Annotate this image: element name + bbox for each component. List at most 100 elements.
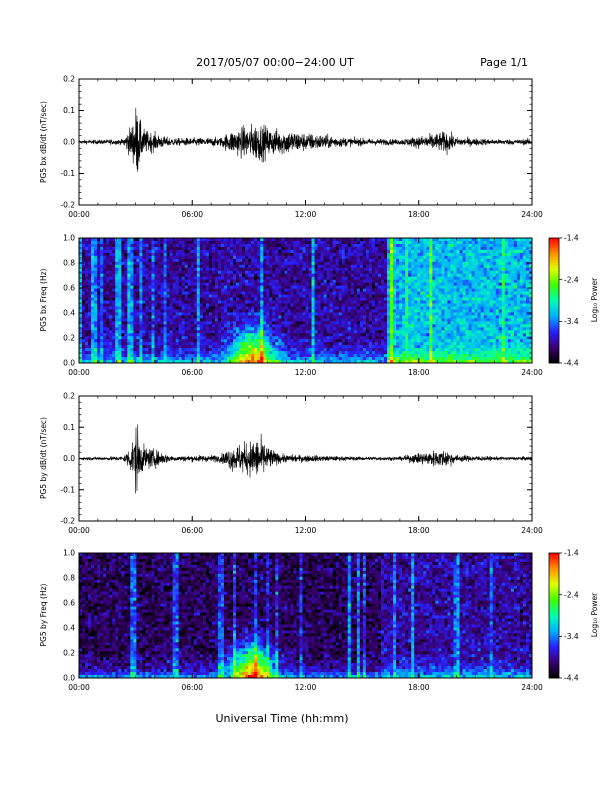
spectrogram-cell	[393, 252, 397, 257]
spectrogram-cell	[103, 300, 107, 304]
spectrogram-cell	[85, 303, 89, 307]
spectrogram-cell	[402, 249, 406, 254]
spectrogram-cell	[281, 342, 285, 346]
spectrogram-cell	[193, 249, 198, 254]
spectrogram-cell	[242, 327, 246, 331]
spectrogram-cell	[356, 273, 361, 278]
spectrogram-cell	[399, 252, 403, 257]
spectrogram-cell	[317, 360, 321, 364]
spectrogram-cell	[187, 309, 192, 313]
spectrogram-cell	[390, 324, 394, 328]
spectrogram-cell	[82, 288, 86, 292]
spectrogram-cell	[103, 270, 107, 275]
spectrogram-cell	[302, 297, 306, 301]
spectrogram-cell	[112, 300, 116, 304]
spectrogram-cell	[184, 264, 189, 269]
spectrogram-cell	[184, 348, 189, 352]
spectrogram-cell	[112, 312, 116, 316]
spectrogram-cell	[97, 312, 101, 316]
spectrogram-cell	[79, 345, 83, 349]
spectrogram-cell	[79, 324, 83, 328]
spectrogram-cell	[350, 249, 355, 254]
spectrogram-cell	[329, 285, 334, 289]
spectrogram-cell	[350, 240, 355, 245]
spectrogram-cell	[329, 303, 334, 307]
spectrogram-cell	[338, 261, 343, 266]
spectrogram-cell	[257, 351, 261, 355]
spectrogram-cell	[97, 261, 101, 266]
spectrogram-cell	[112, 309, 116, 313]
spectrogram-cell	[402, 261, 406, 266]
spectrogram-cell	[85, 336, 89, 340]
spectrogram-cell	[106, 267, 110, 272]
spectrogram-cell	[332, 270, 337, 275]
spectrogram-cell	[242, 282, 246, 287]
spectrogram-cell	[118, 252, 122, 257]
spectrogram-cell	[377, 327, 382, 331]
spectrogram-cell	[236, 303, 240, 307]
spectrogram-cell	[423, 267, 427, 272]
spectrogram-cell	[160, 238, 164, 242]
spectrogram-cell	[127, 318, 131, 322]
spectrogram-cell	[269, 336, 273, 340]
spectrogram-cell	[223, 264, 228, 269]
spectrogram-cell	[208, 273, 213, 278]
spectrogram-cell	[205, 357, 210, 361]
spectrogram-cell	[359, 291, 364, 295]
spectrogram-cell	[275, 267, 279, 272]
spectrogram-cell	[341, 351, 346, 355]
spectrogram-cell	[326, 285, 331, 289]
spectrogram-cell	[420, 303, 424, 307]
spectrogram-cell	[178, 285, 183, 289]
spectrogram-cell	[257, 240, 261, 245]
spectrogram-cell	[377, 330, 382, 334]
spectrogram-cell	[374, 243, 379, 248]
spectrogram-cell	[299, 360, 303, 364]
spectrogram-cell	[103, 345, 107, 349]
spectrogram-cell	[374, 330, 379, 334]
spectrogram-cell	[166, 264, 170, 269]
spectrogram-cell	[420, 330, 424, 334]
spectrogram-cell	[390, 252, 394, 257]
spectrogram-cell	[169, 342, 174, 346]
spectrogram-cell	[329, 306, 334, 310]
spectrogram-cell	[405, 240, 409, 245]
spectrogram-cell	[326, 249, 331, 254]
spectrogram-cell	[220, 261, 225, 266]
spectrogram-cell	[368, 258, 373, 263]
spectrogram-cell	[175, 324, 180, 328]
spectrogram-cell	[338, 255, 343, 260]
spectrogram-cell	[359, 243, 364, 248]
spectrogram-cell	[100, 267, 104, 272]
spectrogram-cell	[139, 339, 143, 343]
spectrogram-cell	[356, 351, 361, 355]
spectrogram-cell	[239, 354, 243, 358]
spectrogram-cell	[396, 285, 400, 289]
spectrogram-cell	[408, 279, 412, 284]
spectrogram-cell	[302, 294, 306, 298]
spectrogram-cell	[187, 276, 192, 281]
spectrogram-cell	[175, 330, 180, 334]
spectrogram-cell	[205, 354, 210, 358]
spectrogram-cell	[248, 348, 252, 352]
spectrogram-cell	[374, 342, 379, 346]
spectrogram-cell	[184, 258, 189, 263]
spectrogram-cell	[390, 285, 394, 289]
spectrogram-cell	[335, 312, 340, 316]
spectrogram-cell	[405, 252, 409, 257]
spectrogram-cell	[106, 264, 110, 269]
spectrogram-cell	[408, 312, 412, 316]
spectrogram-cell	[85, 357, 89, 361]
spectrogram-cell	[178, 312, 183, 316]
spectrogram-cell	[163, 336, 167, 340]
spectrogram-cell	[124, 342, 128, 346]
spectrogram-cell	[269, 261, 273, 266]
spectrogram-cell	[166, 255, 170, 260]
spectrogram-cell	[347, 279, 352, 284]
spectrogram-cell	[359, 249, 364, 254]
spectrogram-cell	[82, 297, 86, 301]
spectrogram-cell	[287, 339, 291, 343]
spectrogram-cell	[91, 303, 95, 307]
spectrogram-cell	[94, 294, 98, 298]
spectrogram-cell	[233, 294, 237, 298]
